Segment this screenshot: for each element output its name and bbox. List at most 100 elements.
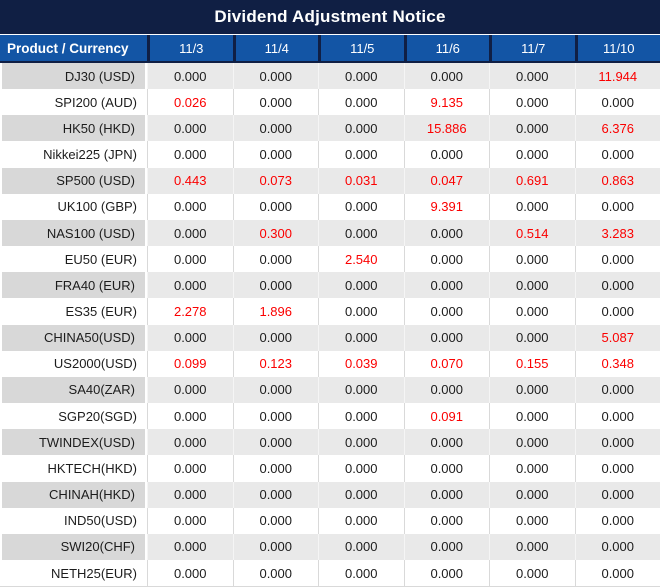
- dividend-value-cell: 0.000: [403, 559, 490, 587]
- dividend-value-cell: 0.000: [489, 376, 575, 404]
- column-header-product-currency: Product / Currency: [7, 40, 129, 56]
- dividend-value-cell: 0.000: [574, 403, 660, 430]
- dividend-value-cell: 0.863: [574, 167, 660, 194]
- dividend-value-cell: 0.000: [489, 429, 575, 456]
- product-label: FRA40 (EUR): [0, 272, 147, 299]
- table-row: SPI200 (AUD) 0.026 0.000 0.000 9.135 0.000 0.0…: [0, 89, 660, 116]
- dividend-value-cell: 0.000: [403, 219, 489, 247]
- dividend-value-cell: 0.000: [232, 141, 319, 168]
- dividend-value-cell: 0.000: [232, 63, 318, 90]
- table-row: SP500 (USD) 0.443 0.073 0.031 0.047 0.691 0.86…: [0, 167, 660, 194]
- dividend-value-cell: 0.000: [232, 533, 318, 560]
- dividend-value-cell: 1.896: [232, 298, 319, 325]
- product-label: Nikkei225 (JPN): [43, 147, 137, 163]
- dividend-value-cell: 0.000: [574, 455, 660, 482]
- table-row: SGP20(SGD) 0.000 0.000 0.000 0.091 0.000 0.000: [0, 403, 660, 430]
- dividend-value-cell: 0.000: [489, 298, 575, 325]
- page-title: Dividend Adjustment Notice: [0, 0, 660, 35]
- dividend-value-cell: 0.000: [489, 246, 575, 273]
- product-label: UK100 (GBP): [57, 199, 137, 215]
- dividend-value-cell: 0.000: [147, 429, 233, 456]
- dividend-value-cell: 0.000: [318, 219, 404, 247]
- dividend-value-cell: 0.000: [232, 246, 319, 273]
- dividend-value-cell: 0.000: [574, 481, 660, 508]
- dividend-value-cell: 0.000: [574, 507, 660, 534]
- product-label: US2000(USD): [53, 356, 137, 372]
- dividend-value-cell: 0.073: [232, 167, 318, 194]
- dividend-value-cell: 0.000: [318, 63, 404, 90]
- dividend-value-cell: 2.278: [147, 298, 233, 325]
- dividend-value-cell: 0.000: [147, 272, 233, 299]
- dividend-value-cell: 0.000: [232, 115, 318, 142]
- dividend-value-cell: 0.000: [147, 403, 233, 430]
- column-header-date: 11/5: [318, 35, 404, 61]
- dividend-value-cell: 0.000: [403, 324, 489, 351]
- dividend-value-cell: 0.000: [403, 298, 490, 325]
- dividend-value-cell: 0.000: [403, 481, 489, 508]
- dividend-value-cell: 0.000: [147, 141, 233, 168]
- product-label: SP500 (USD): [0, 167, 147, 194]
- product-label: EU50 (EUR): [64, 251, 137, 267]
- column-header-date: 11/6: [403, 35, 490, 61]
- dividend-value-cell: 0.000: [232, 559, 319, 587]
- dividend-value-cell: 0.000: [574, 559, 660, 587]
- dividend-value-cell: 0.000: [574, 429, 660, 456]
- dividend-value-cell: 0.000: [574, 533, 660, 560]
- dividend-value-cell: 0.514: [489, 219, 575, 247]
- table-row: US2000(USD) 0.099 0.123 0.039 0.070 0.155 0.34…: [0, 350, 660, 377]
- dividend-value-cell: 0.000: [403, 63, 489, 90]
- dividend-value-cell: 0.000: [232, 429, 318, 456]
- dividend-value-cell: 0.000: [232, 272, 318, 299]
- table-row: Nikkei225 (JPN) 0.000 0.000 0.000 0.000 0.000…: [0, 141, 660, 168]
- table-row: SA40(ZAR) 0.000 0.000 0.000 0.000 0.000 0.000: [0, 376, 660, 404]
- product-label: NETH25(EUR): [51, 565, 137, 581]
- dividend-value-cell: 0.000: [232, 481, 318, 508]
- table-row: HKTECH(HKD) 0.000 0.000 0.000 0.000 0.000 0.00…: [0, 455, 660, 482]
- product-label: DJ30 (USD): [0, 63, 147, 90]
- table-row: SWI20(CHF) 0.000 0.000 0.000 0.000 0.000 0.000: [0, 533, 660, 560]
- dividend-value-cell: 0.000: [318, 403, 404, 430]
- table-row: UK100 (GBP) 0.000 0.000 0.000 9.391 0.000 0.00…: [0, 193, 660, 220]
- dividend-value-cell: 0.123: [232, 350, 319, 377]
- dividend-value-cell: 0.000: [574, 141, 660, 168]
- dividend-value-cell: 0.039: [318, 350, 404, 377]
- dividend-value-cell: 0.000: [147, 376, 233, 404]
- dividend-value-cell: 0.000: [147, 533, 233, 560]
- dividend-value-cell: 0.000: [318, 429, 404, 456]
- column-header-date: 11/10: [574, 35, 660, 61]
- column-header-date: 11/3: [147, 35, 233, 61]
- table-body: DJ30 (USD) 0.000 0.000 0.000 0.000 0.000 11.94…: [0, 63, 660, 587]
- dividend-value-cell: 0.000: [318, 193, 404, 220]
- dividend-value-cell: 11.944: [574, 63, 660, 90]
- dividend-value-cell: 0.000: [147, 115, 233, 142]
- dividend-value-cell: 0.000: [403, 507, 490, 534]
- table-row: TWINDEX(USD) 0.000 0.000 0.000 0.000 0.000 0.0…: [0, 429, 660, 456]
- product-label: HK50 (HKD): [0, 115, 147, 142]
- dividend-value-cell: 0.000: [232, 507, 319, 534]
- dividend-value-cell: 0.000: [403, 141, 490, 168]
- product-label: SA40(ZAR): [0, 376, 147, 404]
- dividend-value-cell: 0.000: [403, 429, 489, 456]
- dividend-value-cell: 0.000: [489, 481, 575, 508]
- product-label: HKTECH(HKD): [47, 460, 137, 476]
- dividend-value-cell: 0.000: [147, 63, 233, 90]
- table-row: DJ30 (USD) 0.000 0.000 0.000 0.000 0.000 11.94…: [0, 63, 660, 90]
- dividend-value-cell: 2.540: [318, 246, 404, 273]
- dividend-value-cell: 0.000: [318, 533, 404, 560]
- column-header-date: 11/4: [232, 35, 319, 61]
- dividend-value-cell: 0.000: [489, 63, 575, 90]
- dividend-value-cell: 0.000: [147, 193, 233, 220]
- dividend-value-cell: 0.099: [147, 350, 233, 377]
- dividend-value-cell: 0.000: [318, 89, 404, 116]
- dividend-value-cell: 0.000: [232, 376, 318, 404]
- dividend-value-cell: 0.000: [403, 272, 489, 299]
- dividend-value-cell: 0.348: [574, 350, 660, 377]
- dividend-value-cell: 0.000: [318, 272, 404, 299]
- dividend-value-cell: 0.000: [147, 455, 233, 482]
- dividend-value-cell: 0.000: [489, 89, 575, 116]
- dividend-value-cell: 0.000: [489, 324, 575, 351]
- product-label: SGP20(SGD): [58, 408, 137, 424]
- dividend-value-cell: 0.000: [232, 455, 319, 482]
- dividend-value-cell: 0.047: [403, 167, 489, 194]
- dividend-value-cell: 0.000: [489, 559, 575, 587]
